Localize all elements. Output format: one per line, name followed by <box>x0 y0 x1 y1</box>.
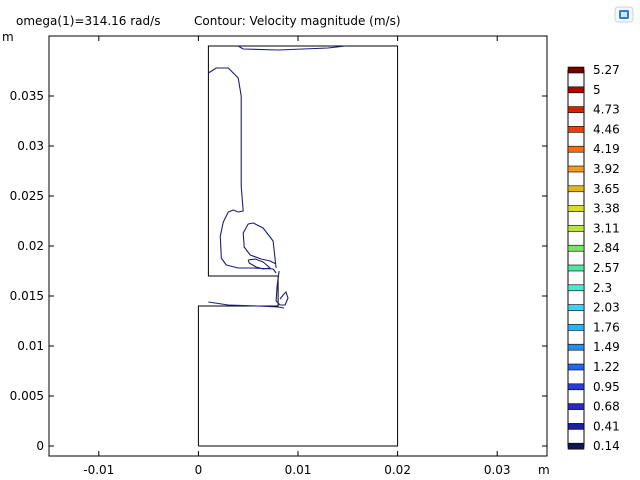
contour-line <box>237 45 346 51</box>
legend-swatch <box>567 126 585 133</box>
legend-swatch <box>567 165 585 173</box>
geometry-boundary <box>197 45 399 447</box>
y-tick-label: 0.01 <box>17 339 44 353</box>
x-tick-label: 0 <box>195 463 203 477</box>
x-axis-label: m <box>538 463 550 477</box>
legend-swatch <box>567 205 585 212</box>
contour-line <box>242 222 277 269</box>
legend-swatch <box>567 423 585 430</box>
legend-swatch <box>567 66 585 74</box>
x-tick-label: 0.03 <box>484 463 511 477</box>
y-axis-label: m <box>2 30 14 44</box>
legend-swatch <box>567 343 585 351</box>
geometry-outline <box>197 45 399 447</box>
legend-swatch <box>567 324 585 331</box>
y-tick-label: 0.015 <box>10 289 44 303</box>
plot-window-icon[interactable] <box>614 6 634 23</box>
legend-label: 2.57 <box>593 261 620 275</box>
y-tick-label: 0.025 <box>10 189 44 203</box>
legend-label: 2.84 <box>593 241 620 255</box>
legend-label: 0.95 <box>593 380 620 394</box>
legend-label: 3.65 <box>593 182 620 196</box>
legend-label: 0.68 <box>593 400 620 414</box>
legend-label: 3.92 <box>593 162 620 176</box>
legend-swatch <box>567 145 585 153</box>
legend-swatch <box>567 244 585 252</box>
contour-line <box>247 258 271 270</box>
contour-lines <box>208 45 346 309</box>
plot-title: Contour: Velocity magnitude (m/s) <box>194 14 401 28</box>
x-tick-label: -0.01 <box>83 463 114 477</box>
x-tick-label: 0.01 <box>285 463 312 477</box>
y-tick-label: 0.02 <box>17 239 44 253</box>
legend-swatch <box>567 363 585 371</box>
legend-swatch <box>567 442 585 450</box>
contour-line <box>275 270 289 306</box>
legend-swatch <box>567 264 585 272</box>
legend-swatch <box>567 284 585 292</box>
legend-label: 0.14 <box>593 439 620 453</box>
x-tick-label: 0.02 <box>384 463 411 477</box>
legend-swatch <box>567 383 585 391</box>
legend-label: 2.03 <box>593 301 620 315</box>
color-legend: 5.27 5 4.73 4.46 4.19 3.92 3.65 3.38 3.11 2.84 2.5… <box>567 63 620 453</box>
legend-label: 4.73 <box>593 103 620 117</box>
legend-swatch <box>567 225 585 232</box>
legend-label: 1.49 <box>593 340 620 354</box>
legend-swatch <box>567 304 585 311</box>
axes: -0.01 0 0.01 0.02 0.03 0 0.005 0.01 0.015 0.02 0.0… <box>2 30 550 477</box>
legend-label: 1.76 <box>593 320 620 334</box>
contour-line <box>208 67 277 274</box>
legend-label: 2.3 <box>593 281 612 295</box>
legend-label: 3.11 <box>593 221 620 235</box>
legend-swatch <box>567 185 585 193</box>
y-tick-label: 0 <box>36 439 44 453</box>
legend-swatch <box>567 403 585 410</box>
axes-frame <box>48 35 548 457</box>
parameter-label: omega(1)=314.16 rad/s <box>16 14 160 28</box>
y-tick-label: 0.005 <box>10 389 44 403</box>
legend-label: 1.22 <box>593 360 620 374</box>
y-tick-label: 0.03 <box>17 139 44 153</box>
contour-line <box>208 301 285 309</box>
legend-label: 5.27 <box>593 63 620 77</box>
y-tick-label: 0.035 <box>10 89 44 103</box>
legend-label: 4.46 <box>593 122 620 136</box>
legend-label: 0.41 <box>593 419 620 433</box>
legend-label: 4.19 <box>593 142 620 156</box>
legend-label: 3.38 <box>593 202 620 216</box>
legend-swatch <box>567 86 585 94</box>
legend-swatch <box>567 106 585 113</box>
legend-label: 5 <box>593 83 601 97</box>
